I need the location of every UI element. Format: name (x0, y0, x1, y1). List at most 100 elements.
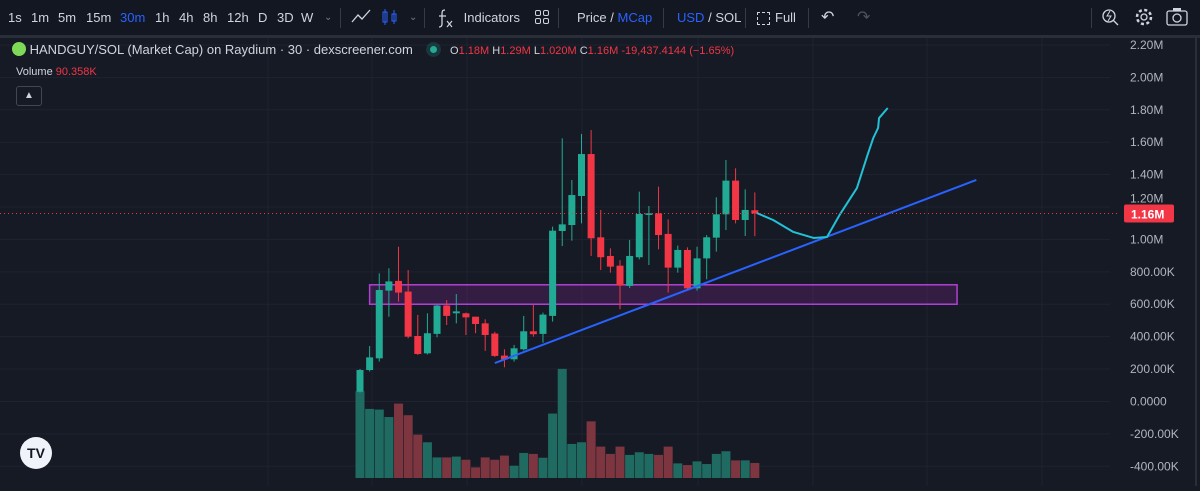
volume-bar (442, 457, 452, 478)
close-label: C (579, 45, 588, 57)
candle-down (683, 249, 691, 289)
high-label: H (492, 45, 501, 57)
candle-up (510, 348, 518, 360)
volume-bar (557, 368, 567, 478)
price-mcap-toggle[interactable]: Price / MCap (577, 0, 652, 35)
y-axis-tick-label: 1.20M (1130, 192, 1163, 206)
candle-down (529, 331, 537, 335)
candle-up (558, 224, 566, 232)
interval-1m[interactable]: 1m (31, 10, 50, 25)
y-axis-tick-label: 400.00K (1130, 330, 1175, 344)
volume-bar (509, 465, 519, 478)
quick-search-icon[interactable] (1101, 0, 1121, 35)
volume-bar (596, 446, 606, 478)
interval-15m[interactable]: 15m (86, 10, 112, 25)
candlestick-chart[interactable]: 2.20M 2.00M 1.80M 1.60M 1.40M 1.20M 1.00M 800.0… (0, 38, 1200, 486)
collapse-legend-button[interactable]: ▲ (16, 86, 42, 106)
volume-label: Volume (16, 66, 53, 78)
volume-bar (538, 457, 548, 478)
divider (745, 8, 746, 28)
token-logo-icon (12, 42, 26, 56)
candle-up (693, 258, 701, 289)
layouts-grid-icon[interactable] (534, 0, 550, 35)
interval-3D[interactable]: 3D (277, 10, 294, 25)
divider (424, 8, 425, 28)
low-value: 1.020M (539, 45, 577, 57)
intervals-chevron-down-icon[interactable]: ⌄ (324, 12, 333, 23)
y-axis-tick-label: 0.0000 (1130, 394, 1167, 408)
symbol-legend-row: HANDGUY/SOL (Market Cap) on Raydium · 30… (12, 42, 734, 57)
volume-bar (548, 413, 558, 478)
volume-bar (403, 415, 413, 478)
candle-down (587, 154, 595, 239)
volume-bar (576, 442, 586, 478)
sol-option[interactable]: SOL (715, 10, 742, 25)
mcap-option[interactable]: MCap (617, 10, 653, 25)
chart-type-chevron-down-icon[interactable]: ⌄ (409, 12, 418, 23)
candle-up (568, 195, 576, 226)
indicators-label: Indicators (463, 10, 520, 25)
candle-up (356, 370, 364, 392)
candle-down (472, 316, 480, 325)
candle-up (741, 209, 749, 220)
low-label: L (533, 45, 540, 57)
volume-bar (480, 457, 490, 478)
interval-D[interactable]: D (258, 10, 268, 25)
candle-down (491, 333, 499, 356)
usd-option[interactable]: USD (677, 10, 705, 25)
candle-up (577, 154, 585, 197)
candle-up (539, 314, 547, 334)
candle-up (423, 333, 431, 354)
high-value: 1.29M (500, 45, 531, 57)
interval-8h[interactable]: 8h (203, 10, 218, 25)
screenshot-camera-icon[interactable] (1165, 0, 1189, 35)
tradingview-logo[interactable]: TV (20, 437, 52, 469)
candle-up (712, 214, 720, 238)
market-status-dot-icon (430, 46, 438, 53)
chart-pane[interactable]: 2.20M 2.00M 1.80M 1.60M 1.40M 1.20M 1.00M 800.0… (0, 38, 1200, 486)
candle-up (635, 213, 643, 258)
candle-down (664, 233, 672, 268)
fullscreen-button[interactable]: Full (757, 0, 796, 35)
symbol-title[interactable]: HANDGUY/SOL (Market Cap) on Raydium · 30… (29, 42, 413, 57)
redo-icon[interactable]: ↷ (857, 9, 871, 26)
undo-icon[interactable]: ↶ (821, 9, 835, 26)
fullscreen-icon (757, 12, 770, 26)
volume-bar (499, 455, 509, 478)
indicators-button[interactable]: Indicators (436, 0, 520, 35)
candle-up (703, 237, 711, 259)
price-option[interactable]: Price (577, 10, 607, 25)
y-axis-tick-label: -200.00K (1130, 427, 1179, 441)
candle-down (462, 313, 470, 318)
volume-bar (644, 453, 654, 478)
volume-bar (731, 460, 741, 478)
volume-bar (394, 403, 404, 478)
interval-4h[interactable]: 4h (179, 10, 194, 25)
interval-1s[interactable]: 1s (8, 10, 22, 25)
interval-30m[interactable]: 30m (120, 10, 146, 25)
y-axis-tick-label: 2.00M (1130, 70, 1163, 84)
price-scale-border (1195, 38, 1197, 486)
last-price-label: 1.16M (1131, 208, 1164, 222)
candle-up (366, 357, 374, 371)
interval-1h[interactable]: 1h (155, 10, 170, 25)
line-chart-icon[interactable] (350, 0, 372, 35)
interval-W[interactable]: W (301, 10, 314, 25)
divider (808, 8, 809, 28)
settings-gear-icon[interactable] (1133, 0, 1155, 35)
candle-down (655, 213, 663, 236)
volume-bar (355, 391, 365, 478)
volume-bar (432, 457, 442, 478)
currency-toggle[interactable]: USD / SOL (677, 0, 741, 35)
volume-bar (682, 465, 692, 478)
interval-12h[interactable]: 12h (227, 10, 249, 25)
y-axis-tick-label: 1.80M (1130, 103, 1163, 117)
change-value: -19,437.4144 (−1.65%) (621, 45, 735, 57)
volume-bar (625, 454, 635, 478)
chevron-up-icon: ▲ (24, 90, 34, 101)
y-axis-tick-label: 1.00M (1130, 232, 1163, 246)
interval-5m[interactable]: 5m (58, 10, 77, 25)
volume-bar (663, 446, 673, 478)
volume-legend-row: Volume 90.358K (16, 66, 97, 78)
candles-chart-icon[interactable] (380, 0, 400, 35)
